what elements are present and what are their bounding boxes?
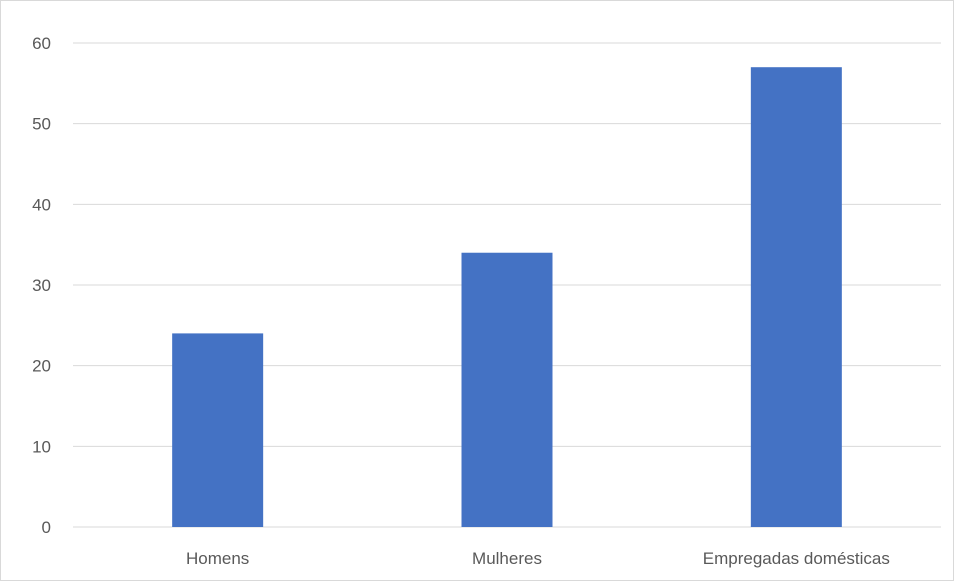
- bar-homens: [172, 333, 264, 527]
- y-tick-label: 0: [42, 518, 51, 537]
- y-axis-tick-labels: 0 10 20 30 40 50 60: [32, 34, 51, 537]
- y-tick-label: 30: [32, 276, 51, 295]
- x-category-label: Empregadas domésticas: [703, 549, 890, 568]
- y-tick-label: 50: [32, 115, 51, 134]
- y-tick-label: 60: [32, 34, 51, 53]
- y-tick-label: 10: [32, 437, 51, 456]
- y-tick-label: 20: [32, 357, 51, 376]
- bar-mulheres: [461, 252, 553, 527]
- x-axis-category-labels: Homens Mulheres Empregadas domésticas: [186, 549, 890, 568]
- bar-empregadas-dom-sticas: [750, 67, 842, 527]
- x-category-label: Mulheres: [472, 549, 542, 568]
- x-category-label: Homens: [186, 549, 249, 568]
- y-tick-label: 40: [32, 195, 51, 214]
- bars: [172, 67, 842, 527]
